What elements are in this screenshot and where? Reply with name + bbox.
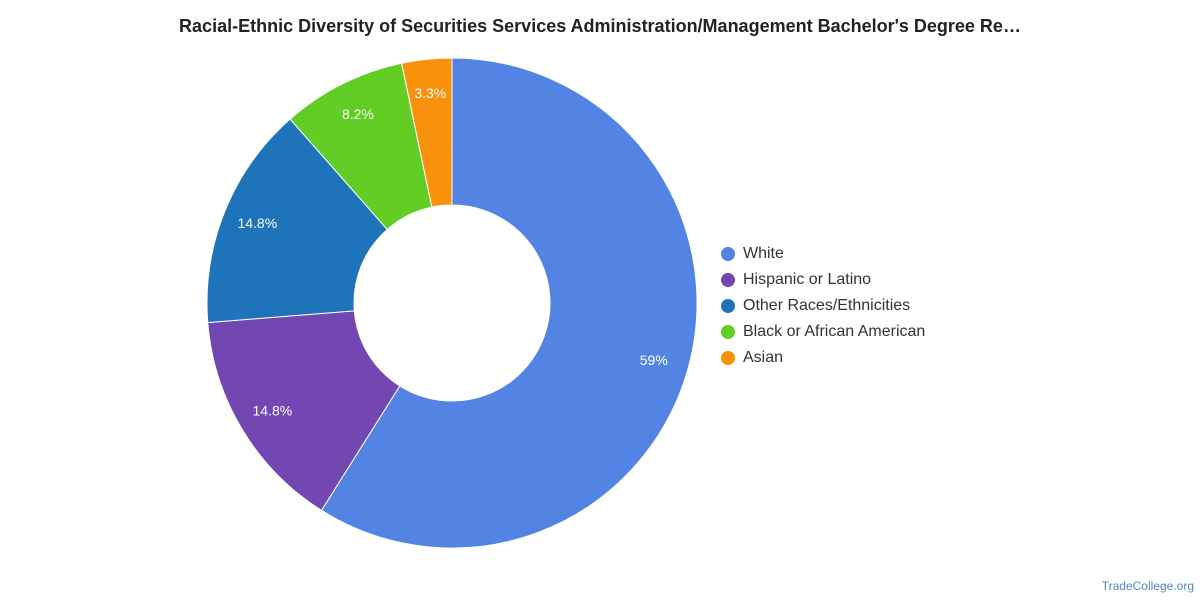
slice-label-1: 14.8% [253,402,293,418]
legend-label: White [743,245,784,262]
slice-white[interactable] [320,57,698,549]
legend: White Hispanic or Latino Other Races/Ethni… [721,241,925,371]
legend-swatch [721,299,735,313]
slice-label-2: 14.8% [237,215,277,231]
legend-swatch [721,351,735,365]
legend-label: Black or African American [743,323,926,340]
legend-item[interactable]: Black or African American [721,319,925,345]
legend-swatch [721,273,735,287]
legend-swatch [721,247,735,261]
slice-label-3: 8.2% [342,106,374,122]
legend-item[interactable]: Asian [721,345,925,371]
legend-item[interactable]: White [721,241,925,267]
legend-item[interactable]: Other Races/Ethnicities [721,293,925,319]
slice-label-4: 3.3% [414,85,446,101]
chart-title: Racial-Ethnic Diversity of Securities Se… [179,16,1021,36]
legend-swatch [721,325,735,339]
source-credit: TradeCollege.org [1101,579,1194,593]
legend-item[interactable]: Hispanic or Latino [721,267,925,293]
slice-labels-group: 59% 14.8% 14.8% 8.2% 3.3% [237,85,667,419]
legend-label: Asian [743,349,784,366]
slice-asian[interactable] [401,57,453,208]
slice-other-races-ethnicities[interactable] [206,118,388,324]
legend-label: Hispanic or Latino [743,271,872,288]
slices-group [206,57,698,549]
legend-label: Other Races/Ethnicities [743,297,911,314]
slice-label-0: 59% [640,352,668,368]
slice-hispanic-or-latino[interactable] [207,310,401,512]
